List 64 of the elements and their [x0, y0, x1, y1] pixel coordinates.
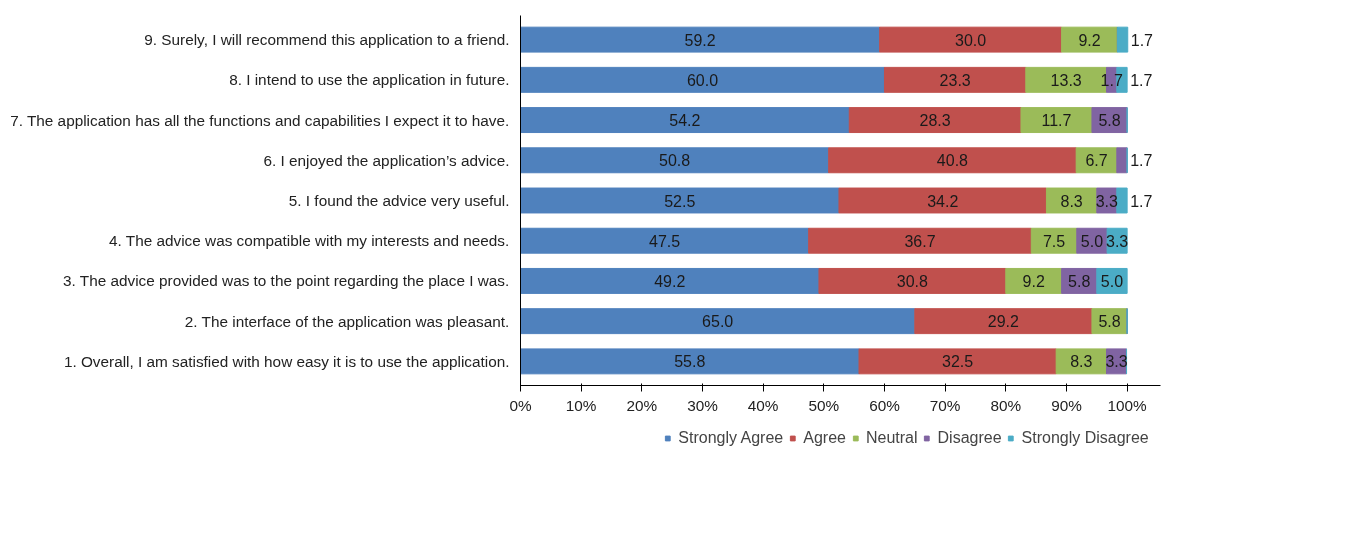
data-label: 5.0 [1080, 232, 1104, 250]
data-label: 9.2 [1022, 272, 1045, 290]
data-label: 9.2 [1078, 31, 1101, 49]
x-tick-label: 0% [509, 396, 532, 414]
x-tick-label: 100% [1107, 396, 1148, 414]
y-tick-label: 4. The advice was compatible with my interests and needs. [109, 232, 510, 250]
legend-label: Strongly Agree [678, 429, 784, 447]
data-label: 52.5 [664, 192, 696, 210]
data-label: 5.8 [1098, 112, 1121, 130]
legend-label: Agree [803, 429, 846, 447]
data-label: 50.8 [659, 152, 691, 170]
data-label: 1.7 [1130, 152, 1153, 170]
data-label: 34.2 [927, 192, 959, 210]
data-label: 32.5 [942, 353, 974, 371]
data-label: 59.2 [684, 31, 716, 49]
data-label: 54.2 [669, 112, 701, 130]
data-label: 11.7 [1041, 112, 1072, 130]
data-label: 23.3 [939, 71, 971, 89]
data-label: 36.7 [904, 232, 936, 250]
data-label: 28.3 [919, 112, 951, 130]
data-label: 55.8 [674, 353, 706, 371]
x-tick-label: 50% [808, 396, 840, 414]
data-label: 8.3 [1060, 192, 1083, 210]
data-label: 1.7 [1100, 71, 1123, 89]
data-label: 30.0 [955, 31, 987, 49]
y-tick-label: 9. Surely, I will recommend this application to a friend. [144, 31, 510, 49]
data-label: 8.3 [1070, 353, 1093, 371]
data-label: 3.3 [1095, 192, 1119, 210]
data-label: 29.2 [987, 313, 1020, 331]
data-label: 47.5 [649, 232, 681, 250]
y-tick-label: 1. Overall, I am satisfied with how easy it is to use the application. [63, 352, 510, 370]
data-label: 3.3 [1105, 353, 1128, 371]
data-label: 3.3 [1106, 232, 1129, 250]
y-tick-label: 5. I found the advice very useful. [288, 192, 510, 209]
legend-label: Neutral [865, 429, 918, 447]
legend-label: Strongly Disagree [1021, 429, 1149, 447]
data-label: 5.8 [1098, 313, 1121, 331]
y-tick-label: 7. The application has all the functions and capabilities I expect it to have. [10, 111, 510, 129]
x-tick-label: 10% [565, 396, 597, 414]
x-tick-label: 20% [626, 396, 658, 414]
data-label: 30.8 [896, 272, 929, 290]
data-label: 65.0 [702, 313, 734, 331]
data-label: 1.7 [1130, 192, 1153, 210]
x-tick-label: 60% [869, 396, 901, 414]
x-tick-label: 70% [929, 396, 961, 414]
data-label: 6.7 [1085, 152, 1108, 170]
data-label: 40.8 [936, 152, 969, 170]
x-tick-label: 40% [747, 396, 779, 414]
y-tick-label: 8. I intend to use the application in future. [229, 71, 510, 89]
x-tick-label: 30% [687, 396, 719, 414]
y-tick-label: 2. The interface of the application was pleasant. [184, 312, 510, 330]
data-label: 7.5 [1042, 232, 1066, 250]
x-tick-label: 80% [990, 396, 1022, 414]
y-tick-label: 6. I enjoyed the application’s advice. [263, 151, 510, 169]
data-label: 13.3 [1050, 71, 1082, 89]
data-label: 5.0 [1100, 272, 1124, 290]
y-tick-label: 3. The advice provided was to the point regarding the place I was. [63, 272, 510, 290]
x-tick-label: 90% [1051, 396, 1083, 414]
data-label: 1.7 [1130, 71, 1153, 89]
legend-label: Disagree [937, 429, 1002, 447]
data-label: 60.0 [686, 71, 719, 89]
data-label: 5.8 [1068, 272, 1091, 290]
data-label: 49.2 [654, 272, 686, 290]
data-label: 1.7 [1130, 31, 1154, 49]
